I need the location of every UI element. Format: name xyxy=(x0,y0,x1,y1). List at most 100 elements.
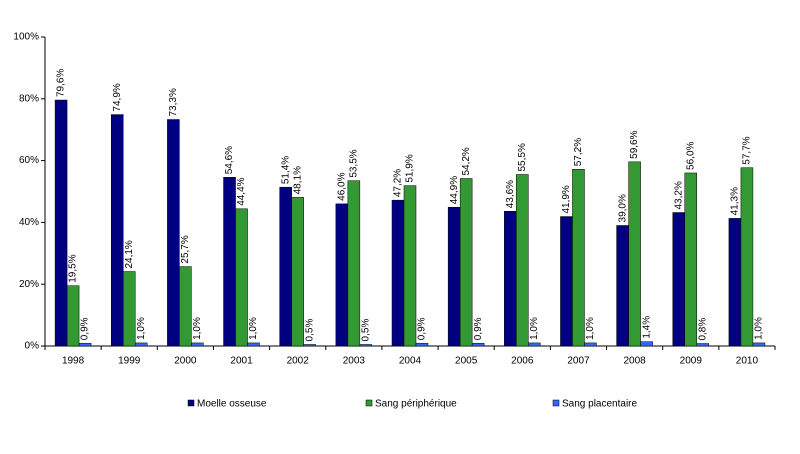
value-label: 57,7% xyxy=(742,136,753,164)
bar xyxy=(403,185,417,347)
value-label: 0,5% xyxy=(360,319,371,342)
legend-swatch xyxy=(187,399,195,407)
x-tick-label: 1999 xyxy=(118,356,141,367)
bar xyxy=(191,342,204,347)
value-label: 0,9% xyxy=(80,317,91,340)
value-label: 79,6% xyxy=(56,69,67,97)
bar xyxy=(471,342,485,347)
value-label: 1,4% xyxy=(641,316,652,339)
y-tick-label: 80% xyxy=(19,93,39,104)
bar xyxy=(640,341,653,347)
bar xyxy=(696,343,710,347)
value-label: 0,9% xyxy=(417,317,428,340)
x-tick-label: 2007 xyxy=(567,356,590,367)
bar xyxy=(179,266,192,347)
y-tick-label: 100% xyxy=(13,32,39,43)
x-tick-label: 2005 xyxy=(455,356,478,367)
bar xyxy=(628,161,641,347)
x-tick-label: 2009 xyxy=(680,356,703,367)
bar xyxy=(572,169,585,347)
x-tick-label: 2000 xyxy=(174,356,197,367)
bar xyxy=(616,225,629,347)
value-label: 1,0% xyxy=(136,317,147,340)
bar xyxy=(459,178,473,347)
value-label: 56,0% xyxy=(685,141,696,169)
bar xyxy=(66,285,80,347)
legend-label: Sang périphérique xyxy=(375,399,457,410)
x-tick-label: 2008 xyxy=(623,356,646,367)
value-label: 0,8% xyxy=(697,318,708,341)
value-label: 57,2% xyxy=(573,138,584,166)
y-tick-label: 0% xyxy=(25,341,40,352)
bar xyxy=(335,203,349,347)
value-label: 44,9% xyxy=(449,176,460,204)
value-label: 54,2% xyxy=(461,147,472,175)
value-label: 55,5% xyxy=(517,143,528,171)
value-label: 53,5% xyxy=(348,149,359,177)
value-label: 74,9% xyxy=(112,83,123,111)
value-label: 0,5% xyxy=(304,319,315,342)
value-label: 24,1% xyxy=(124,240,135,268)
value-label: 51,9% xyxy=(405,154,416,182)
value-label: 54,6% xyxy=(224,146,235,174)
x-tick-label: 1998 xyxy=(62,356,85,367)
y-tick-label: 20% xyxy=(19,279,39,290)
value-label: 47,2% xyxy=(393,169,404,197)
value-label: 39,0% xyxy=(617,194,628,222)
x-tick-label: 2006 xyxy=(511,356,534,367)
bar xyxy=(752,342,766,347)
bar xyxy=(235,208,248,347)
bar xyxy=(78,342,92,347)
x-tick-label: 2010 xyxy=(736,356,759,367)
bar xyxy=(291,197,304,347)
x-tick-label: 2001 xyxy=(230,356,253,367)
legend-label: Moelle osseuse xyxy=(197,399,267,410)
value-label: 1,0% xyxy=(248,317,259,340)
bar xyxy=(391,199,405,347)
bar xyxy=(560,216,573,347)
bar xyxy=(584,342,597,347)
bar xyxy=(504,211,517,347)
bar xyxy=(415,342,429,347)
x-tick-label: 2003 xyxy=(343,356,366,367)
value-label: 73,3% xyxy=(168,88,179,116)
value-label: 41,9% xyxy=(561,185,572,213)
value-label: 41,3% xyxy=(730,187,741,215)
bar xyxy=(122,271,136,347)
bar xyxy=(728,218,742,347)
value-label: 1,0% xyxy=(192,317,203,340)
legend-swatch xyxy=(552,399,560,407)
value-label: 1,0% xyxy=(529,317,540,340)
x-tick-label: 2002 xyxy=(287,356,310,367)
bar xyxy=(110,114,124,347)
bar xyxy=(303,344,316,347)
bar xyxy=(134,342,148,347)
bar xyxy=(54,99,68,347)
bar xyxy=(359,344,373,347)
x-tick-label: 2004 xyxy=(399,356,422,367)
legend-swatch xyxy=(365,399,373,407)
value-label: 43,2% xyxy=(673,181,684,209)
value-label: 0,9% xyxy=(473,317,484,340)
bar xyxy=(247,342,260,347)
value-label: 1,0% xyxy=(585,317,596,340)
value-label: 51,4% xyxy=(280,156,291,184)
bar xyxy=(347,180,361,347)
y-tick-label: 60% xyxy=(19,155,39,166)
bar xyxy=(672,212,686,347)
bar xyxy=(684,172,698,347)
legend-label: Sang placentaire xyxy=(562,399,637,410)
value-label: 19,5% xyxy=(68,254,79,282)
bar xyxy=(167,119,180,347)
bar xyxy=(516,174,529,347)
bar xyxy=(447,207,461,347)
bar xyxy=(223,177,236,347)
bar xyxy=(528,342,541,347)
value-label: 48,1% xyxy=(292,166,303,194)
bar xyxy=(279,186,292,347)
value-label: 1,0% xyxy=(754,317,765,340)
value-label: 46,0% xyxy=(336,172,347,200)
bar xyxy=(740,167,754,347)
value-label: 59,6% xyxy=(629,130,640,158)
